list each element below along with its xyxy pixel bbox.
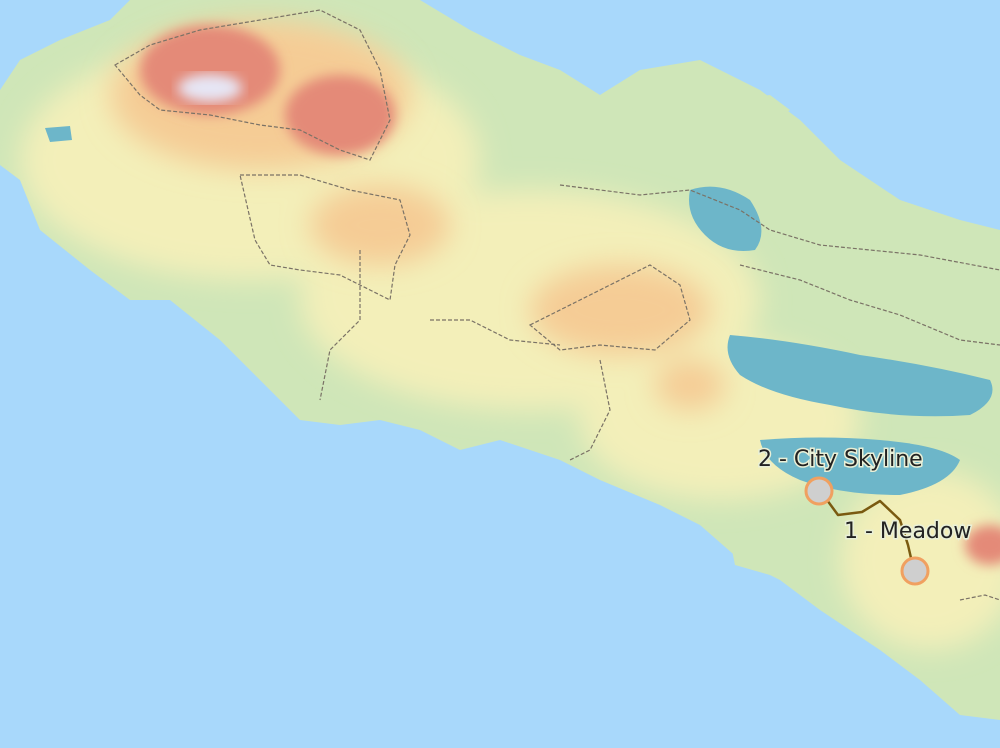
- plain-zone-southeast: [840, 470, 1000, 650]
- mountain-zone-1: [140, 25, 280, 115]
- marker-city-skyline[interactable]: 2 - City Skyline: [757, 446, 924, 506]
- lake-north: [689, 186, 762, 251]
- snowcap-zone: [178, 74, 242, 102]
- hill-zone-south: [530, 265, 710, 355]
- island-south-1: [730, 535, 800, 575]
- route-line: [818, 490, 916, 572]
- marker-meadow[interactable]: 1 - Meadow: [843, 518, 973, 586]
- landmass: [0, 0, 1000, 720]
- marker-meadow-pin[interactable]: [900, 556, 930, 586]
- lake-central: [727, 335, 993, 417]
- island-north-2: [735, 95, 790, 125]
- lake-west: [45, 126, 72, 142]
- marker-city-skyline-label: 2 - City Skyline: [758, 447, 923, 472]
- marker-city-skyline-pin[interactable]: [804, 476, 834, 506]
- island-north-1: [610, 68, 705, 115]
- mountain-zone-2: [285, 75, 395, 155]
- lakes: [45, 126, 993, 495]
- region-borders: [114, 9, 1000, 601]
- mountain-zone-3: [965, 525, 1000, 565]
- hill-zone-east: [655, 360, 725, 410]
- hill-zone-central: [310, 185, 450, 265]
- marker-meadow-label: 1 - Meadow: [844, 519, 971, 544]
